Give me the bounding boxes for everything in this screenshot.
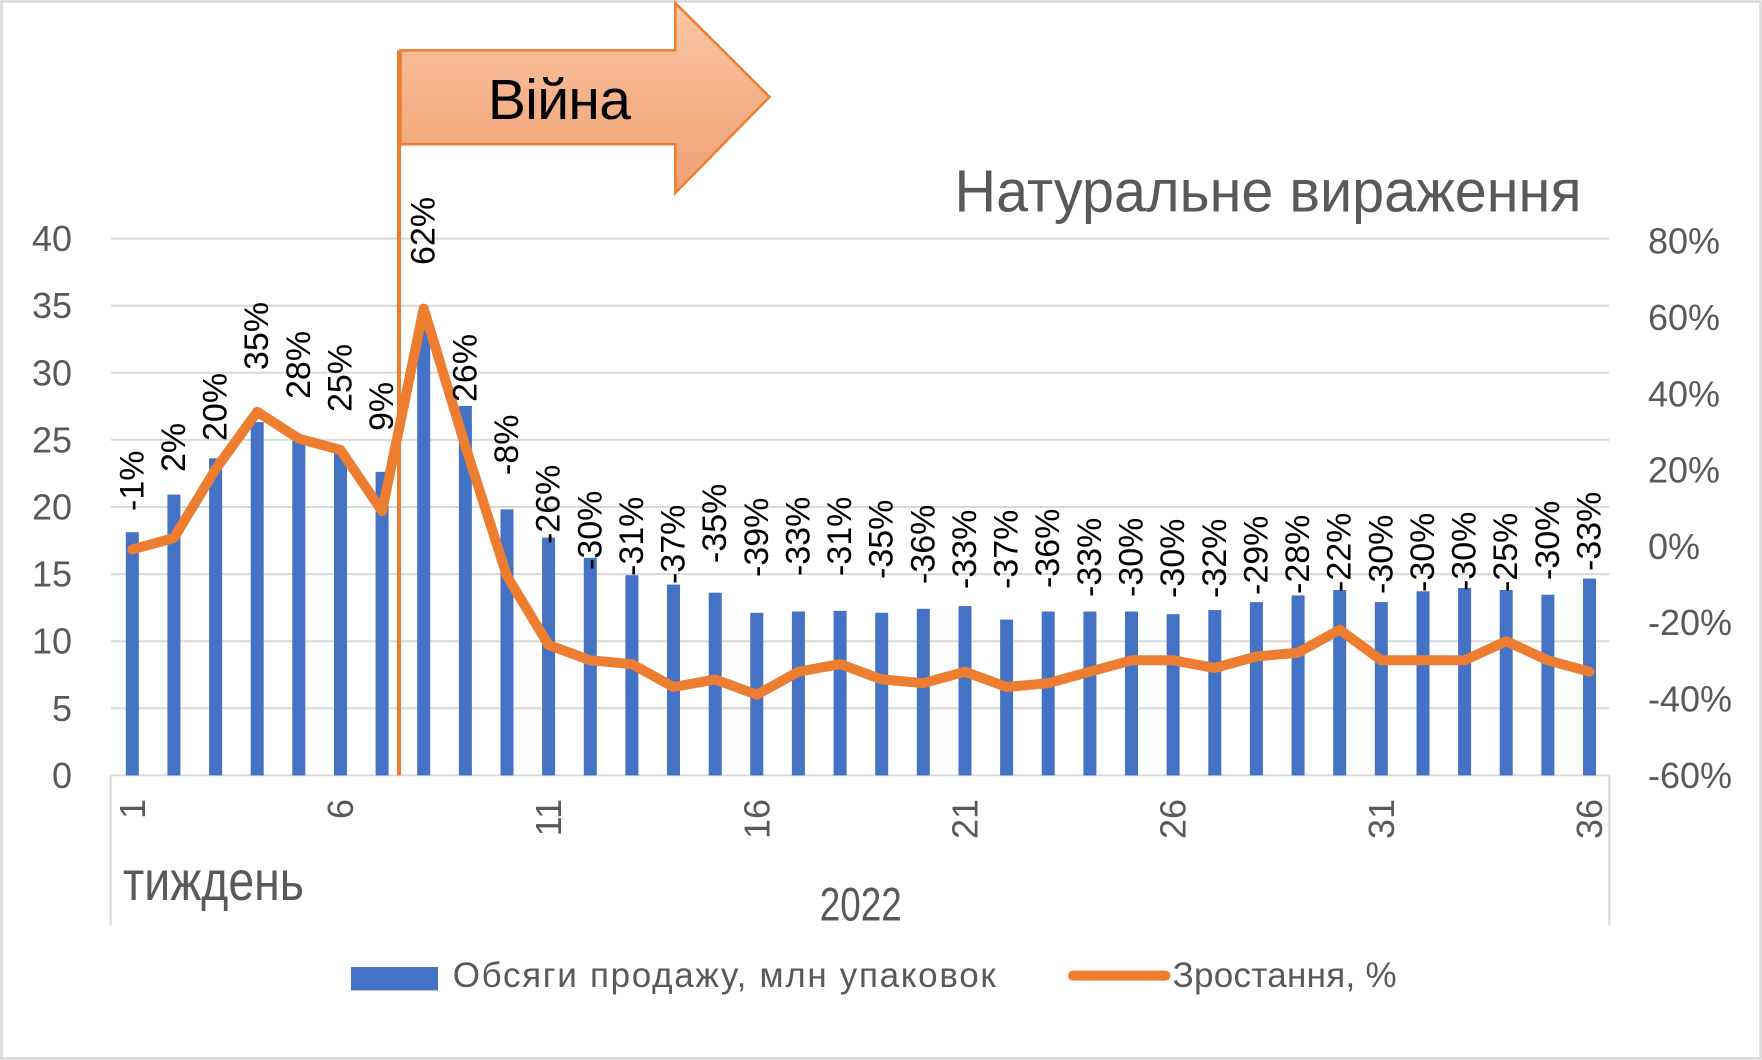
- svg-text:-35%: -35%: [696, 484, 734, 563]
- svg-text:-37%: -37%: [988, 510, 1026, 589]
- svg-text:-26%: -26%: [530, 465, 568, 544]
- svg-text:25: 25: [32, 419, 72, 460]
- svg-text:2022: 2022: [820, 877, 902, 930]
- svg-text:26: 26: [1153, 799, 1194, 839]
- svg-text:30: 30: [32, 352, 72, 393]
- svg-text:-30%: -30%: [1446, 512, 1484, 591]
- svg-text:-1%: -1%: [113, 451, 151, 511]
- svg-text:40%: 40%: [1648, 373, 1720, 414]
- svg-text:40: 40: [32, 218, 72, 259]
- svg-text:60%: 60%: [1648, 297, 1720, 338]
- svg-text:9%: 9%: [363, 382, 401, 431]
- svg-text:-37%: -37%: [655, 505, 693, 584]
- svg-text:1: 1: [112, 799, 153, 819]
- svg-text:-20%: -20%: [1648, 602, 1732, 643]
- svg-text:10: 10: [32, 621, 72, 662]
- svg-text:-39%: -39%: [738, 498, 776, 577]
- svg-text:20%: 20%: [1648, 450, 1720, 491]
- svg-text:11: 11: [528, 799, 569, 836]
- svg-text:тиждень: тиждень: [123, 849, 304, 912]
- svg-text:-40%: -40%: [1648, 679, 1732, 720]
- svg-text:-8%: -8%: [488, 415, 526, 475]
- svg-text:-31%: -31%: [613, 497, 651, 576]
- svg-text:25%: 25%: [322, 344, 360, 412]
- svg-text:62%: 62%: [405, 197, 443, 265]
- svg-text:-60%: -60%: [1648, 755, 1732, 796]
- svg-text:-35%: -35%: [863, 500, 901, 579]
- svg-text:-30%: -30%: [1404, 513, 1442, 592]
- svg-text:0: 0: [52, 755, 72, 796]
- svg-text:26%: 26%: [446, 334, 484, 402]
- svg-text:35: 35: [32, 285, 72, 326]
- svg-text:20%: 20%: [197, 373, 235, 441]
- svg-text:-30%: -30%: [1529, 501, 1567, 580]
- svg-text:2%: 2%: [155, 423, 193, 472]
- svg-text:Обсяги продажу, млн упаковок: Обсяги продажу, млн упаковок: [453, 956, 997, 995]
- svg-text:-30%: -30%: [1154, 519, 1192, 598]
- svg-text:-32%: -32%: [1196, 519, 1234, 598]
- svg-text:16: 16: [736, 799, 777, 839]
- svg-text:-29%: -29%: [1237, 516, 1275, 595]
- svg-text:-36%: -36%: [1029, 509, 1067, 588]
- svg-text:Зростання, %: Зростання, %: [1173, 956, 1397, 995]
- svg-text:80%: 80%: [1648, 221, 1720, 262]
- svg-text:Натуральне вираження: Натуральне вираження: [955, 159, 1582, 225]
- svg-text:-30%: -30%: [571, 491, 609, 570]
- svg-text:-22%: -22%: [1321, 513, 1359, 592]
- svg-text:-33%: -33%: [1571, 492, 1609, 571]
- svg-text:20: 20: [32, 487, 72, 528]
- svg-text:31: 31: [1361, 799, 1402, 839]
- svg-text:-33%: -33%: [1071, 518, 1109, 597]
- svg-text:-36%: -36%: [904, 505, 942, 584]
- svg-text:-33%: -33%: [779, 497, 817, 576]
- svg-text:-28%: -28%: [1279, 515, 1317, 594]
- svg-text:-25%: -25%: [1487, 513, 1525, 592]
- svg-text:35%: 35%: [238, 302, 276, 370]
- svg-text:5: 5: [52, 688, 72, 729]
- svg-text:21: 21: [945, 799, 986, 839]
- svg-text:0%: 0%: [1648, 526, 1700, 567]
- svg-text:15: 15: [32, 554, 72, 595]
- svg-text:-31%: -31%: [821, 497, 859, 576]
- svg-text:-33%: -33%: [946, 510, 984, 589]
- svg-text:6: 6: [320, 799, 361, 819]
- svg-text:36: 36: [1569, 799, 1610, 839]
- svg-text:-30%: -30%: [1362, 515, 1400, 594]
- svg-text:-30%: -30%: [1113, 518, 1151, 597]
- svg-text:Війна: Війна: [488, 68, 631, 132]
- svg-text:28%: 28%: [280, 331, 318, 399]
